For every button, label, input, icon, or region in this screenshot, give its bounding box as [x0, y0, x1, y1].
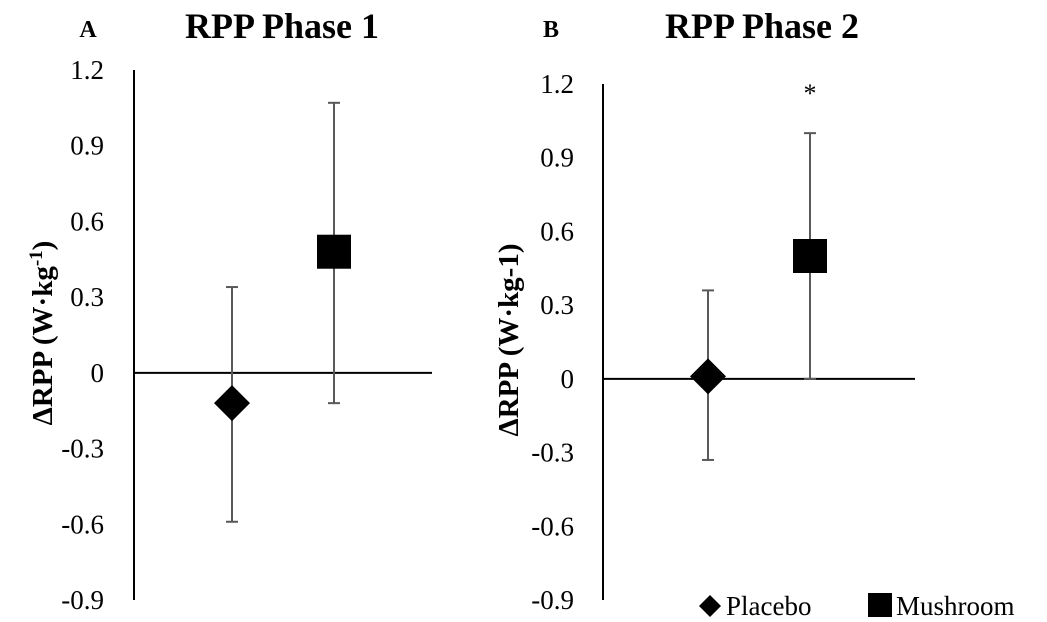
placebo-marker [214, 385, 250, 422]
y-tick-label: -0.9 [61, 585, 104, 615]
placebo-marker [690, 358, 726, 395]
legend-square-icon [868, 593, 892, 617]
y-tick-label: -0.6 [61, 509, 104, 539]
significance-marker: * [804, 79, 817, 108]
y-tick-label: -0.3 [61, 434, 104, 464]
mushroom-marker [317, 234, 351, 269]
y-tick-label: 0 [91, 358, 105, 388]
y-tick-label: -0.3 [531, 438, 574, 468]
y-tick-label: 1.2 [540, 69, 574, 99]
panel-label: B [543, 17, 559, 43]
y-tick-label: 0.3 [540, 290, 574, 320]
y-axis-label: ΔRPP (W·kg-1) [26, 241, 59, 426]
legend-label-placebo: Placebo [726, 591, 811, 621]
mushroom-marker [793, 239, 827, 273]
y-tick-label: -0.9 [531, 585, 574, 615]
y-tick-label: 0 [561, 364, 575, 394]
y-tick-label: 0.9 [540, 143, 574, 173]
legend-diamond-icon [699, 595, 721, 617]
y-tick-label: 0.6 [70, 206, 104, 236]
y-tick-label: 1.2 [70, 55, 104, 85]
chart-title: RPP Phase 1 [185, 6, 379, 46]
panel-label: A [79, 17, 97, 43]
y-axis-label: ΔRPP (W·kg-1) [493, 244, 525, 437]
y-tick-label: 0.9 [70, 131, 104, 161]
chart-title: RPP Phase 2 [665, 6, 859, 46]
y-tick-label: -0.6 [531, 511, 574, 541]
legend-label-mushroom: Mushroom [896, 591, 1015, 621]
y-tick-label: 0.3 [70, 282, 104, 312]
y-tick-label: 0.6 [540, 216, 574, 246]
